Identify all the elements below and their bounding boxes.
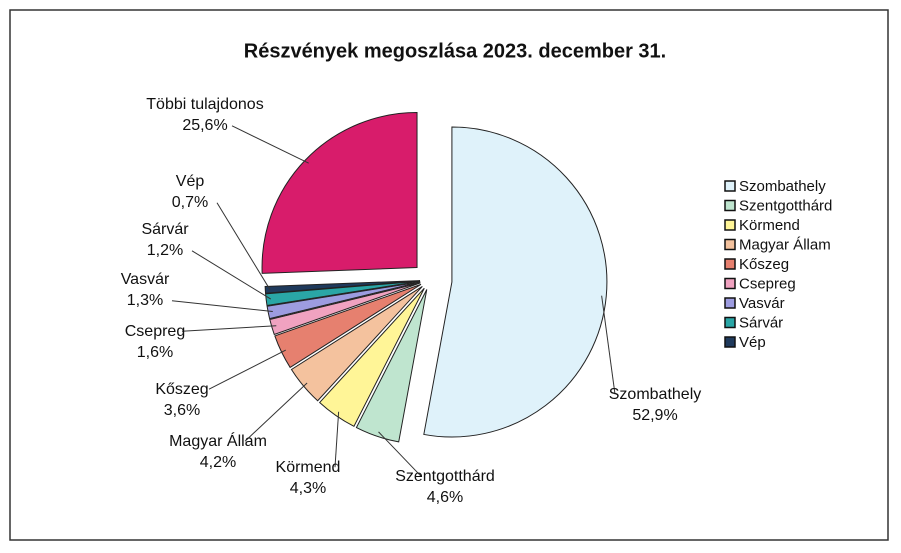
pie-slice [261, 112, 418, 274]
slice-label: Szombathely [609, 386, 702, 403]
chart-title: Részvények megoszlása 2023. december 31. [244, 40, 666, 62]
legend-label: Szombathely [739, 178, 826, 195]
legend-label: Vép [739, 334, 766, 351]
legend-label: Sárvár [739, 314, 783, 331]
legend-swatch [724, 219, 736, 231]
value-label: 3,6% [164, 402, 200, 419]
legend-label: Vasvár [739, 295, 785, 312]
legend-swatch [724, 238, 736, 251]
value-label: 25,6% [182, 117, 227, 134]
legend-swatch [724, 199, 736, 212]
legend-swatch [724, 180, 736, 192]
legend-label: Szentgotthárd [739, 197, 832, 214]
legend-swatch [724, 277, 736, 290]
value-label: 4,6% [427, 489, 463, 506]
legend-swatch [724, 336, 736, 348]
frame [9, 9, 889, 541]
leader-line [244, 382, 308, 442]
value-label: 1,6% [137, 344, 173, 361]
slice-label: Magyar Állam [169, 431, 267, 450]
slice-label: Vép [176, 173, 205, 190]
slice-label: Többi tulajdonos [146, 96, 263, 113]
pie-slice [265, 280, 421, 307]
leader-line [334, 411, 340, 468]
pie-slice [318, 287, 425, 427]
legend-label: Kőszeg [739, 256, 789, 273]
slice-label: Csepreg [125, 323, 185, 340]
legend-label: Magyar Állam [739, 236, 831, 253]
slice-label: Szentgotthárd [395, 468, 495, 485]
legend-swatch [724, 316, 736, 329]
leader-line [231, 125, 309, 164]
value-label: 4,2% [200, 454, 236, 471]
legend-swatch [724, 258, 736, 270]
leader-line [181, 325, 277, 332]
value-label: 1,3% [127, 292, 163, 309]
slice-label: Sárvár [141, 221, 189, 238]
leader-line [171, 300, 273, 313]
pie-slice [264, 280, 421, 294]
leader-line [191, 250, 272, 300]
leader-line [378, 431, 422, 477]
leader-line [216, 202, 271, 290]
value-label: 52,9% [632, 407, 677, 424]
value-label: 4,3% [290, 480, 326, 497]
leader-line [208, 349, 287, 390]
slice-label: Körmend [276, 459, 341, 476]
legend-label: Körmend [739, 217, 800, 234]
pie-slice [266, 281, 421, 320]
legend-swatch [724, 297, 736, 309]
pie-slice [269, 282, 421, 336]
slice-label: Vasvár [121, 271, 170, 288]
legend-label: Csepreg [739, 275, 796, 292]
value-label: 0,7% [172, 194, 208, 211]
leader-line [601, 295, 616, 395]
value-label: 1,2% [147, 242, 183, 259]
pie-slice [423, 126, 608, 438]
slice-label: Kőszeg [155, 381, 208, 398]
pie-slice [355, 289, 428, 443]
